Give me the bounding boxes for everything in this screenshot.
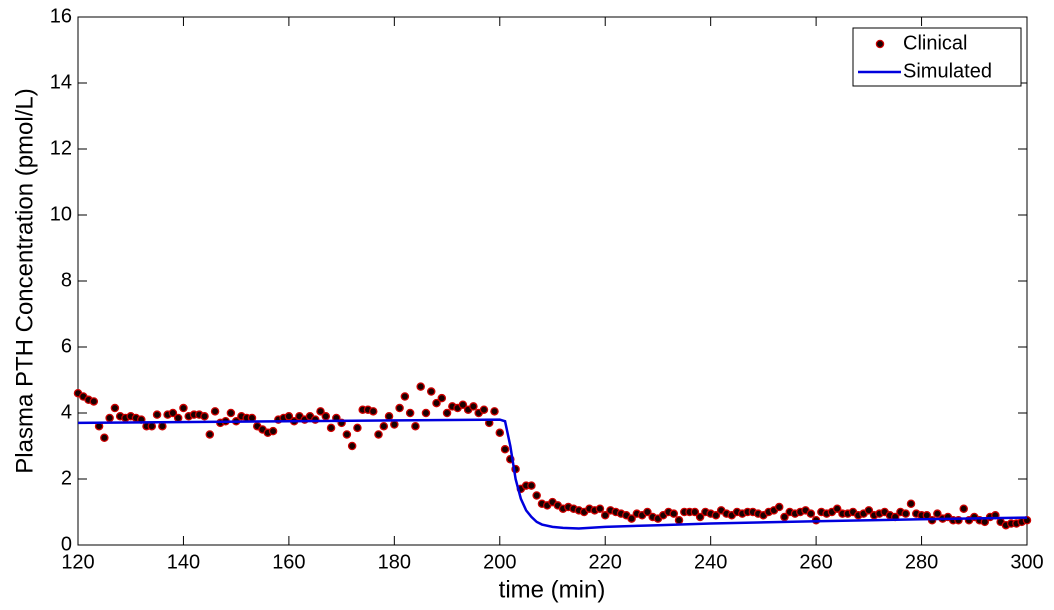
y-tick-label: 12 xyxy=(50,137,72,159)
legend-marker xyxy=(875,39,885,49)
clinical-point xyxy=(379,421,389,431)
clinical-point xyxy=(906,499,916,508)
clinical-point xyxy=(669,509,679,518)
x-tick-label: 220 xyxy=(589,551,622,573)
clinical-point xyxy=(200,412,209,421)
clinical-point xyxy=(674,516,684,525)
clinical-point xyxy=(695,512,705,522)
plot-area xyxy=(77,16,1028,546)
y-tick-label: 0 xyxy=(61,533,72,555)
clinical-point xyxy=(627,514,636,523)
clinical-point xyxy=(490,407,499,416)
clinical-point xyxy=(437,393,447,403)
clinical-point xyxy=(432,398,441,408)
clinical-point xyxy=(226,408,236,418)
clinical-point xyxy=(774,502,784,512)
clinical-point xyxy=(458,400,468,409)
clinical-point xyxy=(711,511,721,520)
clinical-point xyxy=(426,387,436,396)
x-tick-label: 200 xyxy=(483,551,516,573)
clinical-point xyxy=(864,506,874,515)
y-tick-label: 14 xyxy=(50,71,72,93)
clinical-point xyxy=(395,403,404,413)
clinical-point xyxy=(158,421,167,431)
clinical-point xyxy=(416,382,425,391)
clinical-point xyxy=(479,405,489,414)
clinical-point xyxy=(532,491,541,500)
y-tick-label: 2 xyxy=(61,467,72,489)
x-tick-label: 160 xyxy=(272,551,305,573)
y-axis-title: Plasma PTH Concentration (pmol/L) xyxy=(11,88,38,473)
clinical-point xyxy=(353,423,362,433)
y-tick-label: 10 xyxy=(50,203,72,225)
clinical-point xyxy=(268,426,278,436)
clinical-point xyxy=(400,392,410,401)
y-tick-label: 4 xyxy=(61,401,72,423)
clinical-point xyxy=(832,504,842,513)
clinical-point xyxy=(690,507,700,517)
clinical-point xyxy=(168,408,178,418)
x-tick-label: 120 xyxy=(61,551,94,573)
clinical-point xyxy=(421,408,431,418)
clinical-point xyxy=(469,402,478,411)
clinical-point xyxy=(643,507,652,517)
y-tick-label: 8 xyxy=(61,269,72,291)
x-tick-label: 180 xyxy=(378,551,411,573)
clinical-point xyxy=(933,509,942,518)
clinical-point xyxy=(959,504,968,513)
clinical-point xyxy=(342,430,352,439)
clinical-point xyxy=(284,412,294,421)
clinical-point xyxy=(147,421,157,431)
clinical-point xyxy=(600,511,610,520)
clinical-point xyxy=(89,397,99,406)
clinical-point xyxy=(110,403,120,413)
clinical-point xyxy=(500,445,510,454)
clinical-point xyxy=(326,423,336,433)
clinical-point xyxy=(368,407,378,416)
clinical-point xyxy=(321,412,331,421)
x-tick-label: 140 xyxy=(167,551,200,573)
clinical-point xyxy=(100,433,109,442)
clinical-point xyxy=(527,481,536,490)
legend-label: Simulated xyxy=(903,60,992,82)
clinical-point xyxy=(205,430,215,439)
clinical-point xyxy=(901,509,910,518)
clinical-point xyxy=(152,410,162,419)
clinical-point xyxy=(384,412,394,421)
clinical-point xyxy=(173,413,183,423)
clinical-point xyxy=(105,413,114,423)
x-tick-label: 240 xyxy=(694,551,727,573)
y-tick-label: 6 xyxy=(61,335,72,357)
clinical-point xyxy=(806,509,816,518)
clinical-point xyxy=(780,512,789,522)
clinical-point xyxy=(405,408,415,418)
x-tick-label: 280 xyxy=(905,551,938,573)
legend-label: Clinical xyxy=(903,32,967,54)
x-axis-title: time (min) xyxy=(499,576,606,603)
simulated-line xyxy=(77,418,1028,530)
y-tick-label: 16 xyxy=(50,5,72,27)
clinical-point xyxy=(347,441,357,451)
clinical-point xyxy=(374,430,383,439)
clinical-point xyxy=(442,408,452,418)
clinical-point xyxy=(210,407,220,416)
clinical-point xyxy=(595,504,605,513)
x-tick-label: 300 xyxy=(1010,551,1043,573)
clinical-point xyxy=(390,420,399,429)
clinical-point xyxy=(411,421,420,431)
clinical-point xyxy=(316,407,325,416)
legend-box xyxy=(852,27,1022,87)
clinical-point xyxy=(179,403,188,413)
clinical-point xyxy=(495,428,505,438)
x-tick-label: 260 xyxy=(799,551,832,573)
